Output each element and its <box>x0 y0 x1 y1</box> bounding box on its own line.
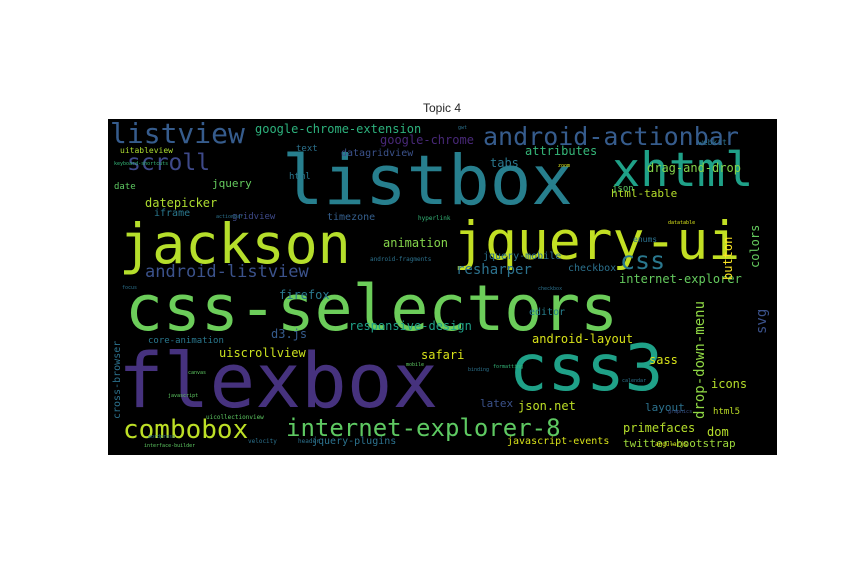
word: android-listview <box>145 262 309 282</box>
word: dom <box>707 425 729 439</box>
word: angularjs <box>655 441 688 448</box>
word: html-table <box>611 187 678 200</box>
word: mobile <box>406 362 425 368</box>
word: html5 <box>713 407 741 417</box>
word: jquery-ui <box>453 211 741 272</box>
word: icons <box>711 377 748 391</box>
word: drag-and-drop <box>647 161 741 175</box>
word-cloud: css-selectors flexbox listbox jackson jq… <box>108 119 777 455</box>
word: interface-builder <box>144 443 196 449</box>
word: twitter-bootstrap <box>623 437 736 450</box>
word: latex <box>480 397 514 410</box>
word: canvas <box>188 370 207 376</box>
word: internet-explorer <box>619 272 742 286</box>
word: scroll <box>127 150 211 176</box>
word: android-actionbar <box>483 122 739 151</box>
word: css-selectors <box>125 272 619 345</box>
word: calendar <box>622 378 647 384</box>
word: flexbox <box>118 336 439 425</box>
word: html <box>289 172 311 182</box>
word: combobox <box>123 415 249 445</box>
word: formatting <box>493 364 524 370</box>
word: responsive-design <box>349 319 472 333</box>
word: jquery <box>212 177 252 190</box>
word: core-animation <box>148 336 224 346</box>
word: jackson <box>119 212 351 276</box>
word: json.net <box>518 399 576 413</box>
word: velocity <box>248 438 277 445</box>
word: hyperlink <box>418 215 451 222</box>
word: javascript <box>168 393 199 399</box>
word: editor <box>529 307 566 318</box>
word: firefox <box>279 288 330 302</box>
word: actionbar <box>216 214 244 220</box>
word: graphics <box>668 409 693 415</box>
word: gridview <box>232 212 276 222</box>
word: sass <box>649 353 678 367</box>
word: primefaces <box>623 421 696 435</box>
word: javascript-events <box>507 436 610 447</box>
word: keyboard-shortcuts <box>114 161 169 167</box>
word: css3 <box>509 332 664 406</box>
word: datatable <box>668 220 696 226</box>
word: css <box>620 246 666 275</box>
word: datepicker <box>145 196 218 210</box>
word: android-layout <box>532 332 634 346</box>
word: layout <box>645 401 685 414</box>
word: webkit <box>698 138 727 147</box>
word: listview <box>110 119 245 150</box>
word: svg <box>754 308 770 334</box>
word: attributes <box>525 144 598 158</box>
word: focus <box>122 285 138 291</box>
word: cross-browser <box>112 340 123 419</box>
word: uitableview <box>120 146 173 155</box>
word: gwt <box>458 125 468 131</box>
word: internet-explorer-8 <box>286 414 561 442</box>
word: google-chrome <box>380 133 474 147</box>
word: listbox <box>282 141 573 221</box>
word: drop-down-menu <box>692 300 708 419</box>
word: timezone <box>327 212 376 223</box>
word: safari <box>421 348 465 362</box>
word: animation <box>383 236 449 250</box>
word: d3.js <box>271 327 308 341</box>
word: text <box>296 144 318 154</box>
word: colors <box>748 224 762 268</box>
figure-title: Topic 4 <box>422 101 462 115</box>
word: datagridview <box>341 148 414 159</box>
word: google-chrome-extension <box>255 122 422 136</box>
word: date <box>114 182 136 192</box>
word: enums <box>633 235 658 244</box>
word: uiscrollview <box>219 346 306 360</box>
word: button <box>721 236 735 280</box>
word: checkbox <box>538 286 563 292</box>
word: binding <box>468 367 490 373</box>
word: json <box>612 184 634 194</box>
word: zoom <box>558 163 571 169</box>
word: wordpress <box>148 434 176 440</box>
word: resharper <box>456 262 532 278</box>
word: header <box>298 438 320 445</box>
word: jquery-mobile <box>483 251 562 262</box>
word: jquery-plugins <box>312 436 397 447</box>
word: uicollectionview <box>206 414 264 421</box>
word: tabs <box>490 156 519 170</box>
word: xhtml <box>612 143 754 198</box>
word: iframe <box>154 208 191 219</box>
word: checkbox <box>568 263 617 274</box>
word: android-fragments <box>370 256 432 263</box>
